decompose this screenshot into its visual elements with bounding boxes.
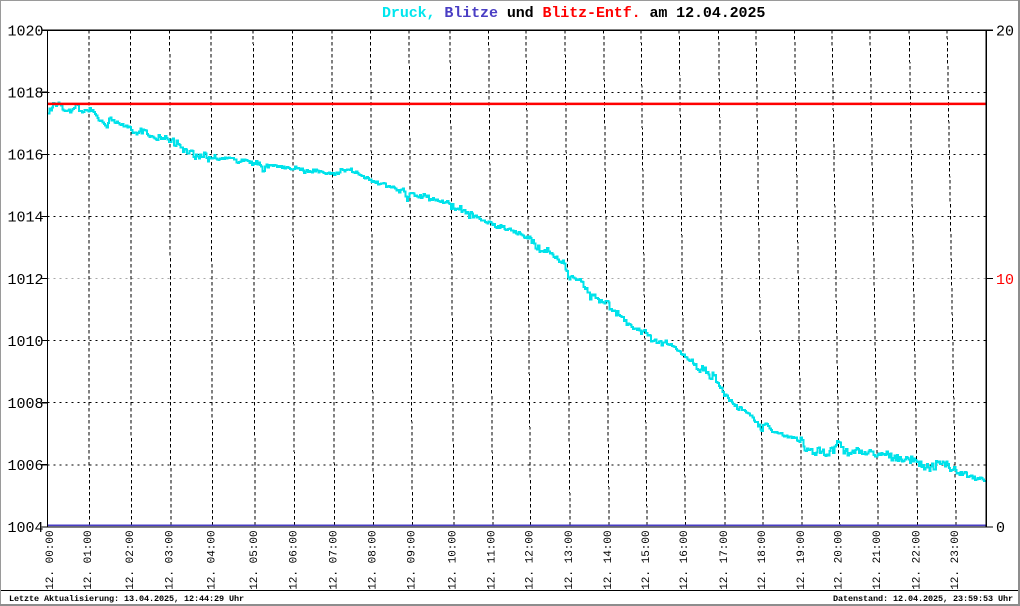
- svg-text:1008: 1008: [7, 396, 43, 413]
- svg-text:1016: 1016: [7, 148, 43, 165]
- svg-text:12. 22:00: 12. 22:00: [912, 530, 924, 589]
- svg-text:12. 17:00: 12. 17:00: [719, 530, 731, 589]
- svg-text:12. 13:00: 12. 13:00: [564, 530, 576, 589]
- svg-text:1012: 1012: [7, 272, 43, 289]
- svg-text:12. 19:00: 12. 19:00: [796, 530, 808, 589]
- svg-text:12. 15:00: 12. 15:00: [641, 530, 653, 589]
- svg-text:1006: 1006: [7, 458, 43, 475]
- svg-text:12. 21:00: 12. 21:00: [872, 530, 884, 589]
- svg-text:12. 11:00: 12. 11:00: [487, 530, 499, 589]
- svg-text:1010: 1010: [7, 334, 43, 351]
- svg-text:12. 08:00: 12. 08:00: [367, 530, 379, 589]
- svg-text:12. 10:00: 12. 10:00: [448, 530, 460, 589]
- svg-text:12. 12:00: 12. 12:00: [525, 530, 537, 589]
- svg-text:1014: 1014: [7, 210, 43, 227]
- svg-text:12. 02:00: 12. 02:00: [125, 530, 137, 589]
- svg-text:12. 20:00: 12. 20:00: [834, 530, 846, 589]
- svg-text:12. 18:00: 12. 18:00: [757, 530, 769, 589]
- svg-text:12. 16:00: 12. 16:00: [679, 530, 691, 589]
- svg-text:12. 04:00: 12. 04:00: [206, 530, 218, 589]
- svg-text:12. 07:00: 12. 07:00: [328, 530, 340, 589]
- svg-text:12. 14:00: 12. 14:00: [603, 530, 615, 589]
- svg-text:12. 03:00: 12. 03:00: [165, 530, 177, 589]
- svg-text:1020: 1020: [7, 23, 43, 40]
- svg-text:0: 0: [996, 520, 1005, 537]
- svg-text:12. 23:00: 12. 23:00: [950, 530, 962, 589]
- svg-text:1004: 1004: [7, 520, 43, 537]
- svg-text:12. 05:00: 12. 05:00: [249, 530, 261, 589]
- svg-text:20: 20: [996, 23, 1014, 40]
- svg-text:12. 00:00: 12. 00:00: [45, 530, 57, 589]
- svg-text:12. 09:00: 12. 09:00: [406, 530, 418, 589]
- svg-text:12. 01:00: 12. 01:00: [83, 530, 95, 589]
- svg-text:12. 06:00: 12. 06:00: [288, 530, 300, 589]
- svg-text:1018: 1018: [7, 86, 43, 103]
- svg-text:10: 10: [996, 272, 1014, 289]
